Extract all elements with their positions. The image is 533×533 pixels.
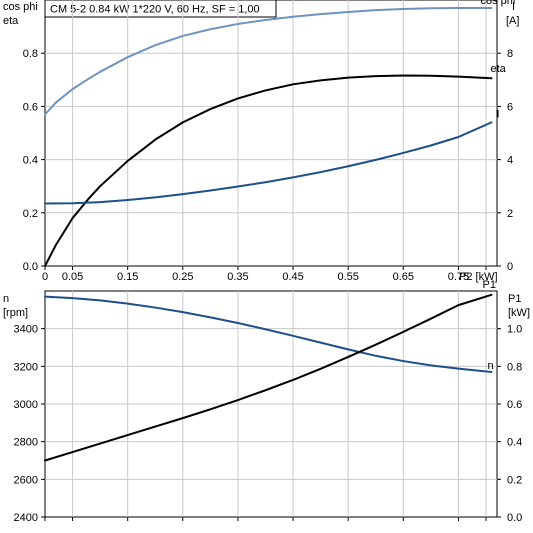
x-axis-tick-label: 0.05 [62,271,83,283]
x-axis-tick-label: 0.75 [448,271,469,283]
series-line-i [44,121,493,205]
right-axis-tick-label: 2 [507,208,513,220]
left-axis-tick-label: 3400 [14,324,38,336]
left-axis-tick-label: 3200 [14,361,38,373]
right-axis-tick-label: 4 [507,155,513,167]
x-axis-tick-label: 0.35 [227,271,248,283]
left-axis-tick-label: 3000 [14,399,38,411]
left-axis-tick-label: 0.6 [23,101,38,113]
left-axis-tick-label: 2400 [14,512,38,524]
right-axis-tick-label: 0.0 [507,512,522,524]
left-axis-tick-label: 0.8 [23,48,38,60]
x-axis-tick-label: 0.65 [393,271,414,283]
right-axis-unit: [A] [506,15,519,27]
series-label-n: n [487,360,493,372]
series-line-eta [44,74,493,267]
left-axis-tick-label: 0.2 [23,208,38,220]
x-axis-tick-label: 0.55 [337,271,358,283]
x-axis-title: P2 [kW] [459,271,498,283]
series-line-cos-phi [44,6,493,116]
left-axis-unit: eta [3,15,19,27]
right-axis-unit: [kW] [508,307,530,319]
x-axis-tick-label: 0 [42,271,48,283]
top-chart: 0.0 0.2 0.4 0.6 0.8 0 0.05 0.15 0.25 0.35 0.45 0.55… [3,0,519,283]
x-axis-tick-label: 0.15 [117,271,138,283]
series-line-n [44,295,493,373]
left-axis-title: cos phi [3,1,38,13]
right-axis-tick-label: 0.2 [507,474,522,486]
left-axis-tick-label: 2600 [14,474,38,486]
series-line-p1 [44,293,493,462]
left-axis-title: n [3,293,9,305]
left-axis-tick-label: 0.0 [23,261,38,273]
right-axis-tick-label: 0.8 [507,361,522,373]
right-axis-tick-label: 8 [507,48,513,60]
left-axis-unit: [rpm] [3,307,28,319]
plot-frame [44,0,498,267]
left-axis-tick-label: 0.4 [23,155,38,167]
right-axis-title: I [512,1,515,13]
series-label-eta: eta [490,63,506,75]
x-axis-tick-label: 0.45 [282,271,303,283]
right-axis-tick-label: 0 [507,261,513,273]
series-label-cos-phi: cos phi [480,0,515,7]
right-axis-tick-label: 0.4 [507,437,522,449]
x-axis-tick-label: 0.25 [172,271,193,283]
right-axis-tick-label: 1.0 [507,324,522,336]
right-axis-tick-label: 6 [507,101,513,113]
right-axis-title: P1 [508,293,521,305]
series-label-p1: P1 [482,279,495,291]
right-axis-tick-label: 0.6 [507,399,522,411]
series-label-i: I [496,108,499,120]
left-axis-tick-label: 2800 [14,437,38,449]
header-text: CM 5-2 0.84 kW 1*220 V, 60 Hz, SF = 1,00 [50,4,260,16]
bottom-chart: 2400 2600 2800 3000 3200 3400 0.0 0.2 0.4 0.6 0.8 1… [3,279,530,524]
